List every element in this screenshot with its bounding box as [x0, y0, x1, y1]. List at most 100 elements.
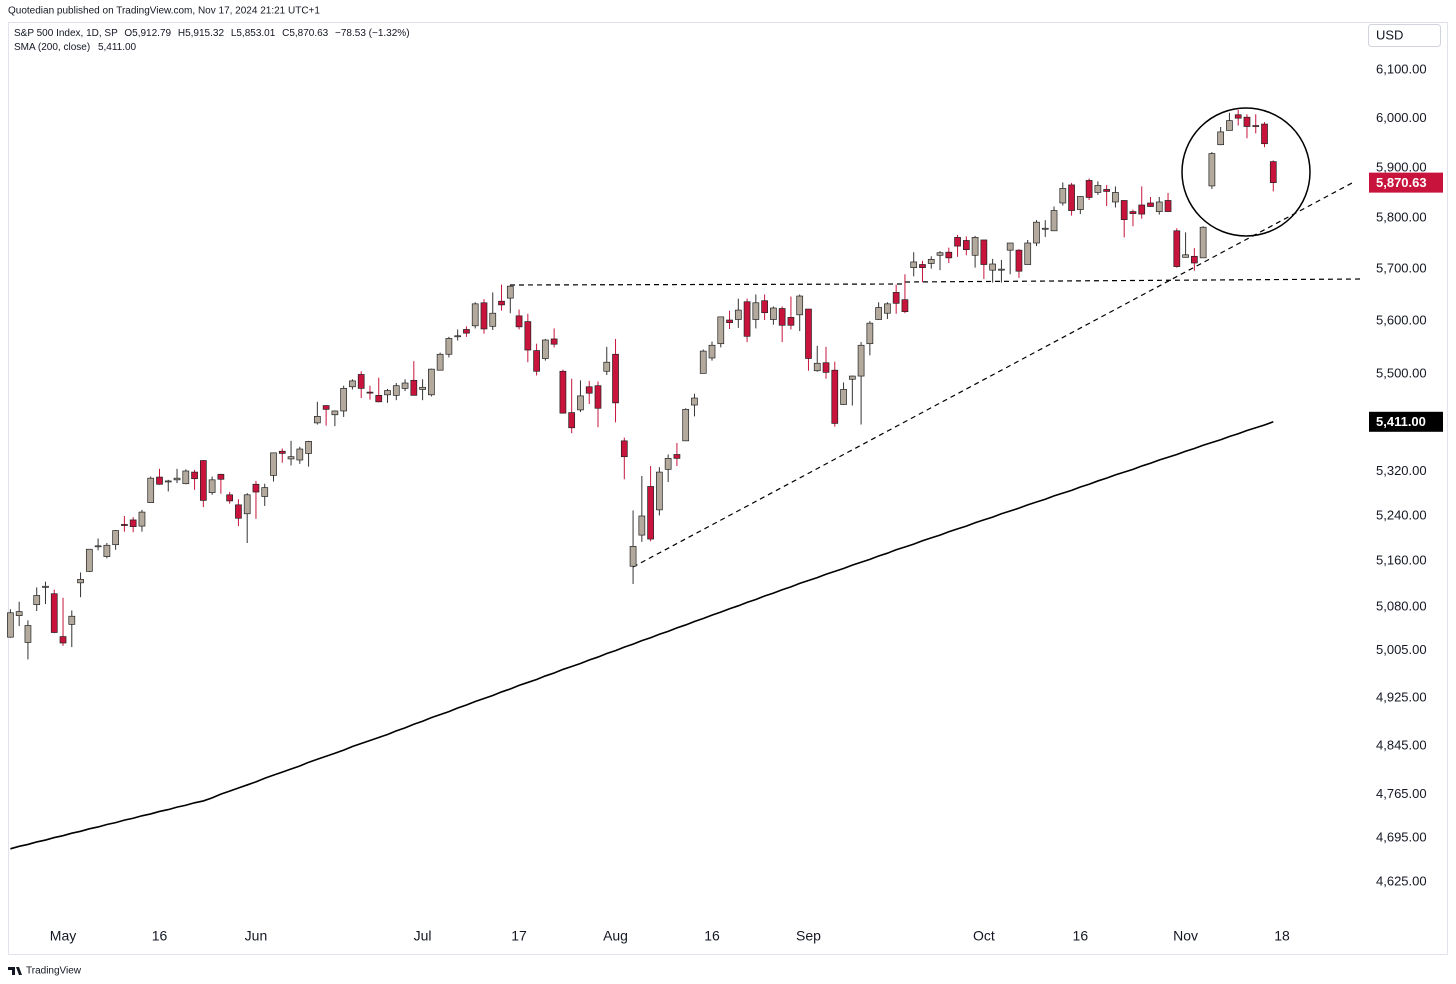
candle-body — [208, 479, 216, 493]
symbol: S&P 500 Index, 1D, SP — [14, 28, 118, 39]
candle-body — [401, 382, 409, 389]
candle-body — [296, 448, 304, 461]
candle-body — [182, 470, 190, 485]
sma-last-label: 5,411.00 — [1376, 414, 1426, 429]
support-line — [904, 278, 1363, 283]
candle-body — [1138, 204, 1146, 215]
candle-body — [831, 369, 839, 424]
candle-body — [384, 390, 391, 396]
y-tick-label: 6,000.00 — [1376, 110, 1427, 125]
sma-line — [10, 421, 1274, 850]
candle-body — [322, 405, 330, 410]
x-tick-label: 17 — [511, 928, 527, 944]
candle-body — [1094, 185, 1102, 193]
x-tick-label: 16 — [704, 928, 720, 944]
candle-body — [24, 625, 32, 643]
candle-body — [471, 303, 479, 327]
y-tick-label: 4,695.00 — [1376, 830, 1427, 845]
candle-body — [191, 471, 198, 480]
y-tick-label: 4,925.00 — [1376, 689, 1427, 704]
candle-body — [568, 412, 576, 429]
candle-body — [612, 353, 619, 404]
x-tick-label: Jun — [245, 928, 268, 944]
candle-body — [445, 338, 453, 355]
candle-body — [866, 322, 874, 345]
candle-body — [42, 585, 49, 588]
candle-body — [1173, 230, 1181, 267]
candle-body — [638, 515, 646, 536]
candle-body — [436, 353, 444, 371]
candle-body — [1234, 114, 1242, 119]
candle-body — [524, 321, 532, 351]
x-tick-label: 16 — [1073, 928, 1089, 944]
candle-body — [1120, 200, 1128, 220]
legend-line: S&P 500 Index, 1D, SP O5,912.79 H5,915.3… — [14, 28, 410, 39]
candle-body — [682, 409, 690, 442]
candle-body — [822, 362, 830, 373]
candle-body — [226, 494, 233, 502]
ohlc-high: H5,915.32 — [178, 28, 225, 39]
candle-body — [1252, 125, 1260, 127]
y-tick-label: 5,080.00 — [1376, 598, 1427, 613]
candle-body — [349, 380, 356, 388]
candle-body — [94, 545, 102, 548]
candle-body — [366, 391, 374, 394]
candle-body — [85, 548, 93, 572]
candle-body — [1006, 242, 1014, 251]
candle-body — [68, 615, 76, 625]
x-tick-label: May — [50, 928, 76, 944]
candle-body — [173, 477, 181, 481]
candle-body — [77, 579, 84, 584]
candle-body — [761, 300, 768, 314]
currency-box[interactable] — [1368, 24, 1441, 47]
candle-body — [770, 307, 777, 320]
candle-body — [647, 486, 654, 540]
candle-body — [314, 416, 321, 424]
y-tick-label: 5,500.00 — [1376, 365, 1427, 380]
candle-body — [717, 316, 725, 345]
y-tick-label: 4,845.00 — [1376, 737, 1427, 752]
candle-body — [533, 350, 540, 372]
candle-body — [1243, 116, 1251, 127]
candle-body — [1226, 120, 1233, 131]
candle-body — [235, 504, 242, 519]
candle-body — [813, 362, 821, 372]
candle-body — [1050, 210, 1058, 232]
candle-body — [629, 546, 637, 567]
y-tick-label: 5,900.00 — [1376, 159, 1427, 174]
currency[interactable]: USD — [1376, 27, 1403, 42]
y-tick-label: 5,320.00 — [1376, 463, 1427, 478]
ohlc-close: C5,870.63 — [282, 28, 329, 39]
x-tick-label: Oct — [973, 928, 995, 944]
candle-body — [603, 361, 611, 372]
candle-body — [1068, 184, 1075, 211]
candle-body — [287, 456, 295, 460]
candle-body — [199, 460, 207, 501]
candle-body — [515, 315, 523, 328]
candle-body — [673, 454, 681, 459]
sma-name: SMA (200, close) — [14, 42, 90, 53]
candle-body — [1059, 188, 1067, 204]
y-tick-label: 5,160.00 — [1376, 553, 1427, 568]
candle-body — [726, 319, 733, 323]
highlight-circle — [1181, 107, 1311, 237]
candle-body — [989, 263, 996, 271]
x-tick-label: Aug — [603, 928, 628, 944]
candle-body — [1129, 211, 1137, 214]
candle-body — [454, 335, 462, 338]
candle-body — [936, 252, 944, 256]
footer-logo — [8, 967, 22, 975]
candle-body — [103, 544, 111, 557]
candle-body — [805, 308, 812, 359]
candle-body — [542, 339, 549, 359]
candle-body — [156, 476, 163, 485]
candle-body — [848, 375, 856, 380]
sma-legend: SMA (200, close) 5,411.00 — [14, 42, 137, 53]
candle-body — [971, 237, 979, 256]
candle-body — [857, 344, 865, 377]
candle-body — [1164, 200, 1172, 212]
chart-frame — [8, 22, 1448, 955]
y-tick-label: 4,765.00 — [1376, 786, 1427, 801]
candle-body — [252, 483, 260, 493]
